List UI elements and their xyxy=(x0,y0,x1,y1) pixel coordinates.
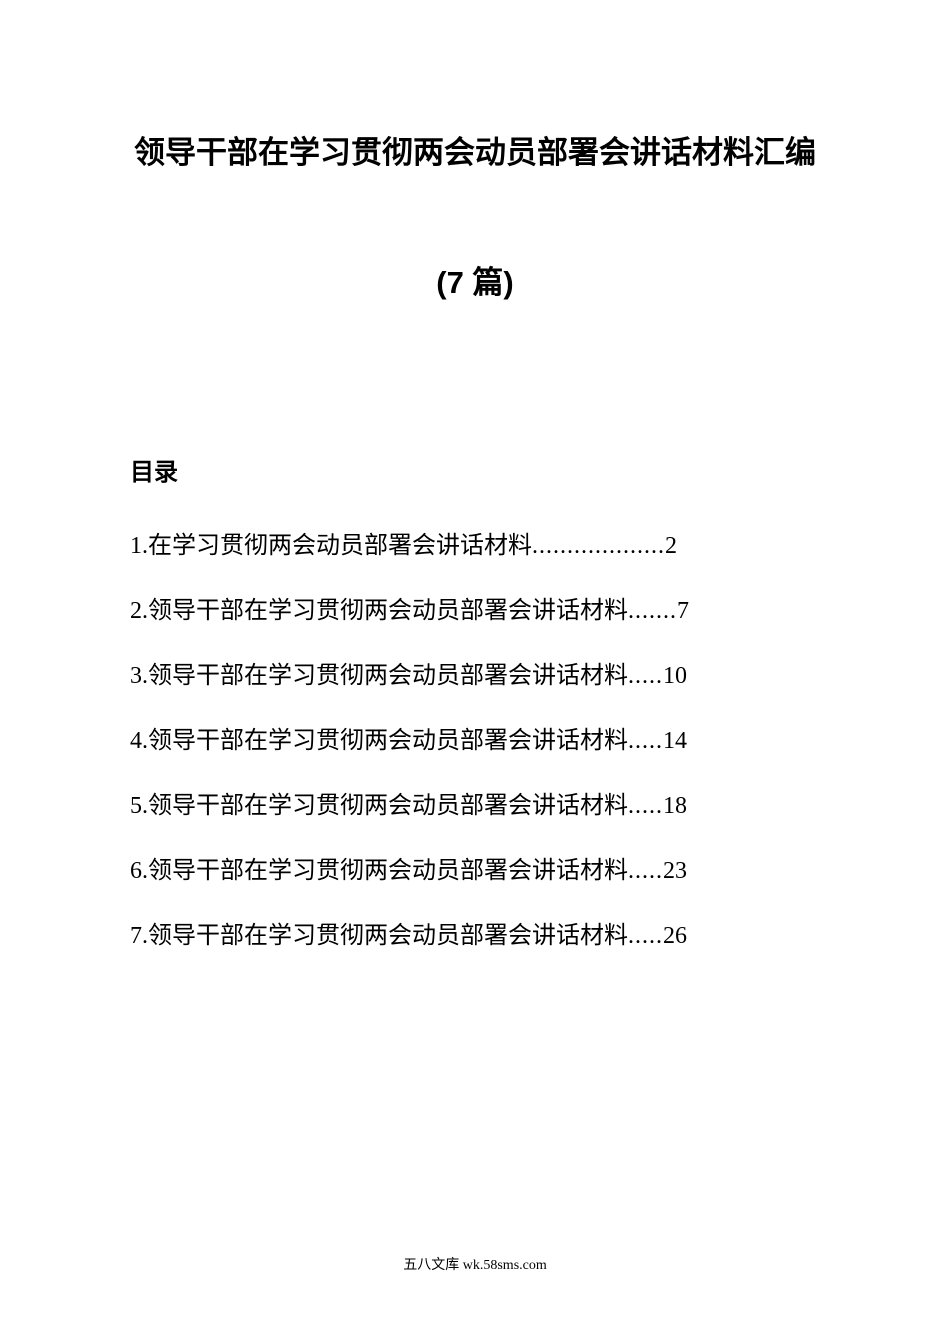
table-of-contents: 目录 1. 在学习贯彻两会动员部署会讲话材料 .................… xyxy=(85,452,865,950)
toc-item-dots: ..... xyxy=(628,663,663,690)
toc-item-index: 5. xyxy=(130,793,148,820)
toc-item: 4. 领导干部在学习贯彻两会动员部署会讲话材料 ..... 14 xyxy=(130,720,820,755)
document-subtitle: (7 篇) xyxy=(85,257,865,302)
toc-item: 3. 领导干部在学习贯彻两会动员部署会讲话材料 ..... 10 xyxy=(130,655,820,690)
toc-item-index: 4. xyxy=(130,728,148,755)
toc-item-text: 领导干部在学习贯彻两会动员部署会讲话材料 xyxy=(148,915,628,950)
toc-item-text: 领导干部在学习贯彻两会动员部署会讲话材料 xyxy=(148,655,628,690)
document-page: 领导干部在学习贯彻两会动员部署会讲话材料汇编 (7 篇) 目录 1. 在学习贯彻… xyxy=(0,0,950,1344)
toc-item-dots: ..... xyxy=(628,793,663,820)
toc-item-text: 领导干部在学习贯彻两会动员部署会讲话材料 xyxy=(148,720,628,755)
toc-item: 1. 在学习贯彻两会动员部署会讲话材料 ................... … xyxy=(130,525,820,560)
toc-item: 6. 领导干部在学习贯彻两会动员部署会讲话材料 ..... 23 xyxy=(130,850,820,885)
toc-item-dots: ..... xyxy=(628,923,663,950)
toc-item-text: 领导干部在学习贯彻两会动员部署会讲话材料 xyxy=(148,850,628,885)
toc-item-text: 领导干部在学习贯彻两会动员部署会讲话材料 xyxy=(148,590,628,625)
toc-item-page: 18 xyxy=(663,793,687,820)
toc-item-page: 23 xyxy=(663,858,687,885)
toc-item-page: 7 xyxy=(677,598,689,625)
toc-item-page: 26 xyxy=(663,923,687,950)
toc-item-page: 10 xyxy=(663,663,687,690)
toc-item-dots: ..... xyxy=(628,728,663,755)
toc-item-text: 在学习贯彻两会动员部署会讲话材料 xyxy=(148,525,532,560)
toc-item-index: 6. xyxy=(130,858,148,885)
toc-item-dots: ................... xyxy=(532,533,665,560)
toc-item-page: 2 xyxy=(665,533,677,560)
toc-item-dots: ....... xyxy=(628,598,677,625)
toc-item-text: 领导干部在学习贯彻两会动员部署会讲话材料 xyxy=(148,785,628,820)
document-title: 领导干部在学习贯彻两会动员部署会讲话材料汇编 xyxy=(85,130,865,177)
toc-item: 5. 领导干部在学习贯彻两会动员部署会讲话材料 ..... 18 xyxy=(130,785,820,820)
toc-item-index: 2. xyxy=(130,598,148,625)
page-footer: 五八文库 wk.58sms.com xyxy=(0,1254,950,1274)
toc-heading: 目录 xyxy=(130,452,820,487)
toc-item: 2. 领导干部在学习贯彻两会动员部署会讲话材料 ....... 7 xyxy=(130,590,820,625)
toc-item-dots: ..... xyxy=(628,858,663,885)
toc-item-page: 14 xyxy=(663,728,687,755)
toc-item-index: 1. xyxy=(130,533,148,560)
toc-item: 7. 领导干部在学习贯彻两会动员部署会讲话材料 ..... 26 xyxy=(130,915,820,950)
toc-item-index: 3. xyxy=(130,663,148,690)
toc-item-index: 7. xyxy=(130,923,148,950)
